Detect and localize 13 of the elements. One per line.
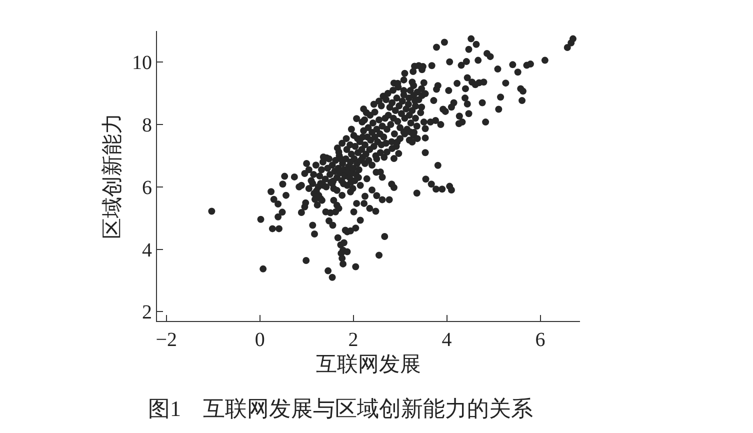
y-tick-label: 6	[142, 176, 152, 199]
x-tick-label: 0	[254, 329, 265, 351]
x-axis-title: 互联网发展	[316, 352, 421, 376]
caption: 图1 互联网发展与区域创新能力的关系	[148, 396, 533, 421]
y-tick-label: 4	[142, 239, 152, 262]
y-tick-label: 10	[132, 52, 152, 74]
x-tick-label: 2	[348, 329, 358, 351]
y-axis-title: 区域创新能力	[100, 113, 124, 239]
y-tick-label: 8	[142, 114, 152, 137]
x-tick-label: 6	[535, 329, 546, 351]
y-tick-label: 2	[142, 302, 152, 324]
x-tick-label: −2	[156, 329, 177, 351]
x-tick-label: 4	[442, 329, 452, 351]
